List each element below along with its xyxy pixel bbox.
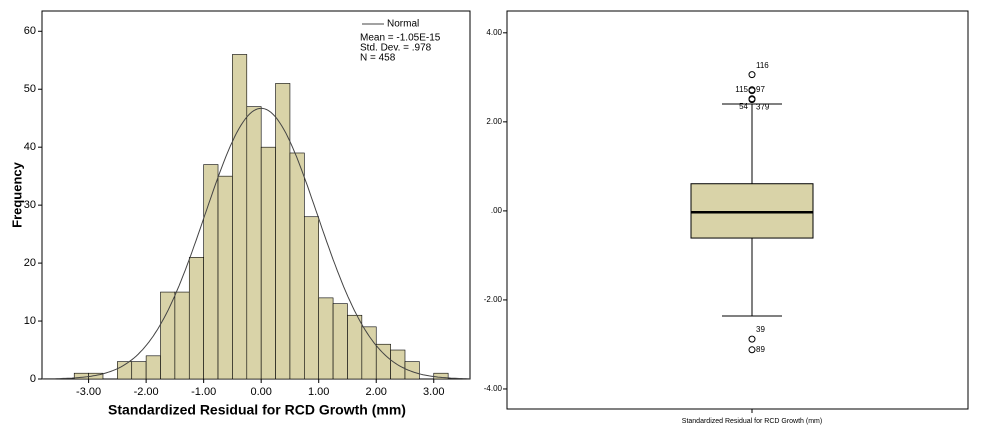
legend-label: Normal [387, 19, 419, 30]
bar [188, 256, 204, 380]
bar [246, 106, 262, 380]
stat-label: Std. Dev. = .978 [360, 43, 432, 54]
bar [375, 343, 391, 380]
outlier [748, 335, 756, 343]
bar [174, 291, 190, 380]
y-tick-label: 10 [24, 315, 36, 327]
normal-curve [41, 107, 470, 380]
bar [217, 175, 233, 380]
bar [304, 216, 320, 380]
y-tick-label: 30 [24, 199, 36, 211]
y-tick-label: .00 [491, 206, 503, 215]
bar [289, 152, 305, 380]
outlier-label: 54 [739, 102, 748, 111]
outlier [748, 87, 756, 95]
outlier-label: 116 [756, 61, 769, 70]
bar [332, 303, 348, 380]
outlier-label: 39 [756, 325, 765, 334]
outlier-label: 379 [756, 103, 770, 112]
y-tick-label: 0 [30, 373, 36, 385]
outlier-label: 115 [735, 85, 748, 94]
bar [404, 361, 420, 380]
stat-label: Mean = -1.05E-15 [360, 33, 441, 44]
y-tick-label: 40 [24, 141, 36, 153]
bar [145, 355, 161, 380]
bar [160, 291, 176, 380]
stat-label: N = 458 [360, 53, 396, 64]
x-tick-label: -2.00 [134, 386, 159, 398]
outlier-label: 97 [756, 85, 765, 94]
bar [131, 361, 147, 380]
x-tick-label: 1.00 [308, 386, 329, 398]
x-axis-title: Standardized Residual for RCD Growth (mm… [108, 402, 406, 418]
x-tick-label: 0.00 [250, 386, 271, 398]
y-axis-title: Frequency [9, 161, 24, 228]
y-tick-label: -4.00 [484, 384, 503, 393]
box [690, 183, 814, 239]
y-tick-label: 4.00 [486, 28, 502, 37]
outlier-label: 89 [756, 345, 765, 354]
bar [318, 297, 334, 380]
bar [347, 314, 363, 380]
outlier [748, 71, 756, 79]
y-tick-label: 60 [24, 25, 36, 37]
bar [232, 54, 248, 380]
x-tick-label: 3.00 [423, 386, 444, 398]
x-tick-label: -1.00 [191, 386, 216, 398]
x-tick-label: 2.00 [366, 386, 387, 398]
y-tick-label: -2.00 [484, 295, 503, 304]
x-tick-label: -3.00 [76, 386, 101, 398]
y-tick-label: 50 [24, 83, 36, 95]
y-tick-label: 2.00 [486, 117, 502, 126]
outlier [748, 96, 756, 104]
y-tick-label: 20 [24, 257, 36, 269]
bar [361, 326, 377, 380]
x-tick-label: Standardized Residual for RCD Growth (mm… [682, 418, 822, 425]
bar [260, 146, 276, 380]
outlier [748, 346, 756, 354]
